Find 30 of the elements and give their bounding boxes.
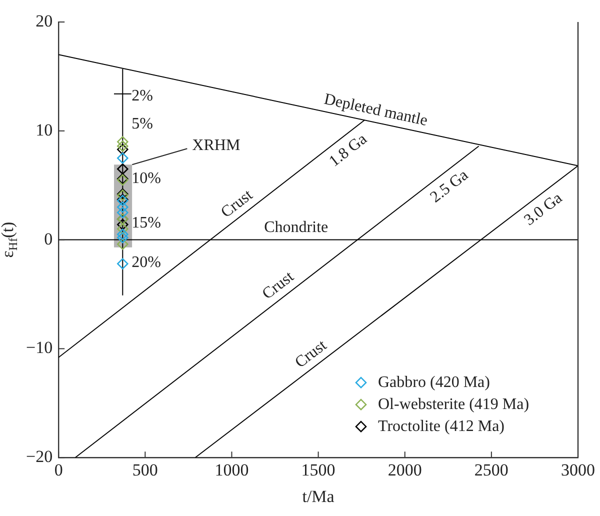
annotation: Depleted mantle xyxy=(322,90,430,130)
x-tick-label: 2500 xyxy=(474,460,508,480)
x-tick-label: 3000 xyxy=(561,460,595,480)
annotation: Crust xyxy=(292,336,330,372)
x-axis-title: t/Ma xyxy=(302,487,335,506)
annotation: 15% xyxy=(132,214,161,232)
annotation: 10% xyxy=(132,170,161,188)
x-tick-label: 1000 xyxy=(214,460,249,480)
annotation: 1.8 Ga xyxy=(326,130,370,170)
legend-label: Ol-websterite (419 Ma) xyxy=(378,396,530,413)
annotation: Chondrite xyxy=(264,219,328,236)
x-tick-label: 2000 xyxy=(388,460,422,480)
y-axis-title: εHf(t) xyxy=(0,222,20,258)
y-tick-label: 0 xyxy=(44,229,53,248)
annotation: Crust xyxy=(259,268,298,303)
legend-label: Troctolite (412 Ma) xyxy=(378,418,505,435)
x-tick-label: 500 xyxy=(132,460,158,480)
annotation: 5% xyxy=(132,116,153,133)
annotation: 20% xyxy=(132,254,161,271)
annotation: 3.0 Ga xyxy=(521,190,566,230)
y-tick-label: −20 xyxy=(26,447,53,466)
y-tick-label: 10 xyxy=(36,120,53,140)
annotation: Crust xyxy=(218,186,256,222)
legend-label: Gabbro (420 Ma) xyxy=(378,374,490,391)
y-tick-label: −10 xyxy=(26,338,53,358)
y-tick-label: 20 xyxy=(36,11,53,30)
x-tick-label: 1500 xyxy=(301,460,336,480)
annotation: 2.5 Ga xyxy=(427,166,472,206)
annotation: XRHM xyxy=(192,136,240,154)
annotation: 2% xyxy=(132,87,153,104)
